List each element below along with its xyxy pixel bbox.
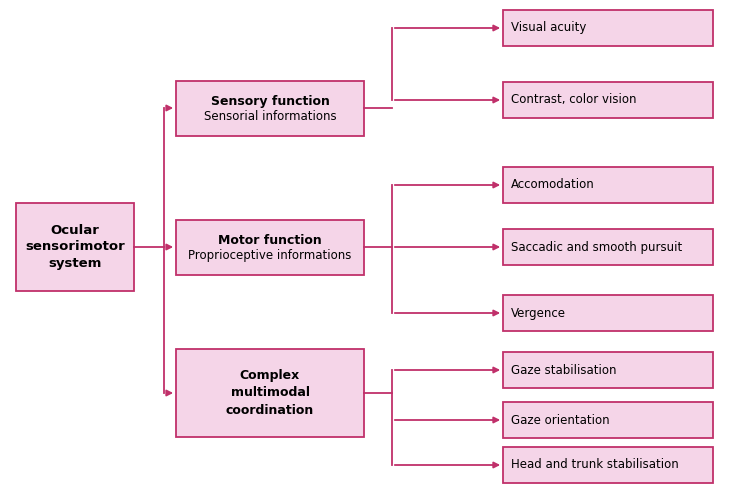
Bar xyxy=(16,203,134,291)
Text: Head and trunk stabilisation: Head and trunk stabilisation xyxy=(511,458,679,471)
Text: Proprioceptive informations: Proprioceptive informations xyxy=(188,249,352,262)
Text: Motor function: Motor function xyxy=(218,234,322,246)
Bar xyxy=(503,352,713,388)
Text: Vergence: Vergence xyxy=(511,307,566,319)
Bar xyxy=(176,349,364,437)
Bar xyxy=(503,167,713,203)
Bar xyxy=(176,80,364,136)
Bar xyxy=(503,10,713,46)
Text: Complex
multimodal
coordination: Complex multimodal coordination xyxy=(226,368,314,418)
Bar xyxy=(503,402,713,438)
Bar xyxy=(503,447,713,483)
Bar xyxy=(503,82,713,118)
Text: Gaze orientation: Gaze orientation xyxy=(511,414,610,426)
Text: Sensorial informations: Sensorial informations xyxy=(204,110,336,124)
Bar xyxy=(503,229,713,265)
Text: Accomodation: Accomodation xyxy=(511,178,595,191)
Text: Saccadic and smooth pursuit: Saccadic and smooth pursuit xyxy=(511,241,682,253)
Bar xyxy=(503,295,713,331)
Bar xyxy=(176,219,364,275)
Text: Gaze stabilisation: Gaze stabilisation xyxy=(511,363,616,377)
Text: Sensory function: Sensory function xyxy=(211,95,329,107)
Text: Visual acuity: Visual acuity xyxy=(511,22,586,35)
Text: Contrast, color vision: Contrast, color vision xyxy=(511,94,636,106)
Text: Ocular
sensorimotor
system: Ocular sensorimotor system xyxy=(25,223,125,271)
